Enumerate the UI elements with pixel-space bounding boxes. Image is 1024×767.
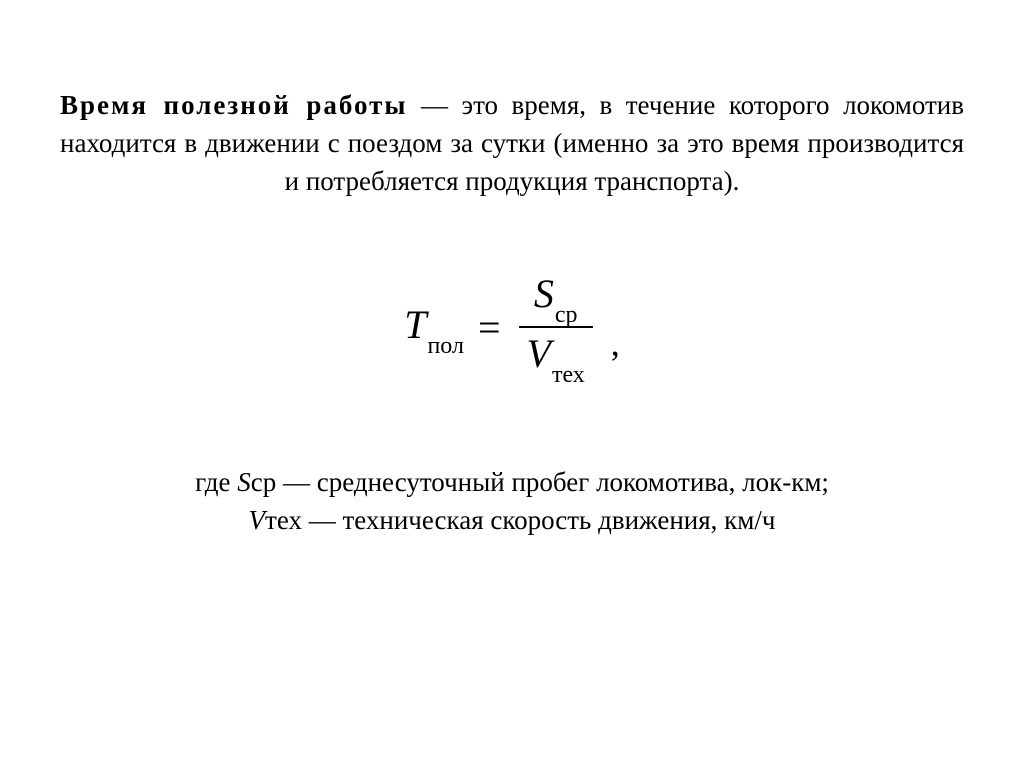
- where-s-sub: ср: [251, 467, 276, 497]
- denominator: Vтех: [519, 330, 593, 384]
- den-var: V: [527, 331, 551, 376]
- lhs-var: T: [404, 302, 426, 347]
- fraction: Sср Vтех: [519, 270, 593, 384]
- formula: Tпол = Sср Vтех ,: [404, 270, 620, 384]
- definition-paragraph: Время полезной работы — это время, в теч…: [60, 87, 964, 200]
- where-s-var: S: [237, 467, 251, 497]
- formula-block: Tпол = Sср Vтех ,: [60, 270, 964, 384]
- num-var: S: [534, 271, 554, 316]
- numerator: Sср: [526, 270, 586, 324]
- where-block: где Sср — среднесуточный пробег локомоти…: [60, 464, 964, 540]
- where-v-var: V: [249, 505, 266, 535]
- where-v-desc: — техническая скорость движения, км/ч: [302, 505, 775, 535]
- num-sub: ср: [555, 302, 578, 328]
- where-s-desc: — среднесуточный пробег локомотива, лок-…: [276, 467, 829, 497]
- equals-sign: =: [478, 304, 501, 351]
- definition-term: Время полезной работы: [60, 90, 407, 120]
- where-intro: где: [195, 467, 237, 497]
- where-line-1: где Sср — среднесуточный пробег локомоти…: [60, 464, 964, 502]
- where-v-sub: тех: [265, 505, 302, 535]
- where-line-2: Vтех — техническая скорость движения, км…: [60, 502, 964, 540]
- den-sub: тех: [552, 362, 585, 388]
- lhs: Tпол: [404, 301, 464, 354]
- lhs-sub: пол: [427, 333, 464, 359]
- trailing-comma: ,: [611, 322, 620, 384]
- page: Время полезной работы — это время, в теч…: [0, 0, 1024, 540]
